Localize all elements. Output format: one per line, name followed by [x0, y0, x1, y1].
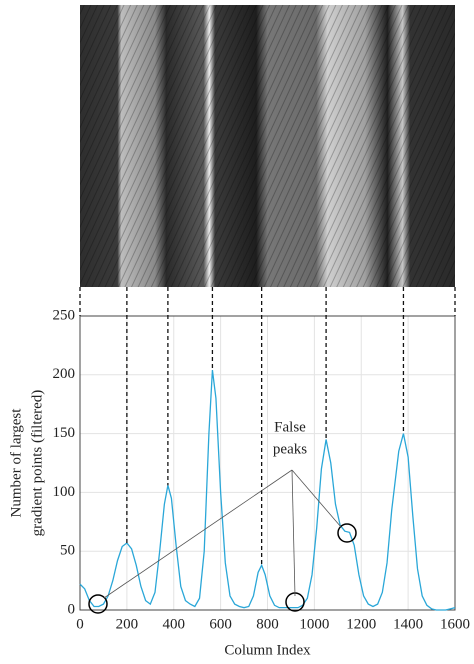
- x-tick-label: 400: [163, 616, 186, 632]
- y-axis-label: gradient points (filtered): [29, 390, 45, 537]
- y-tick-label: 150: [53, 425, 76, 441]
- y-axis-label: Number of largest: [8, 408, 24, 518]
- y-tick-label: 250: [53, 307, 76, 323]
- annotation-arrow: [103, 469, 293, 599]
- y-tick-label: 200: [53, 366, 76, 382]
- annotation-arrow: [291, 469, 296, 597]
- y-tick-label: 0: [68, 601, 76, 617]
- x-tick-label: 0: [76, 616, 84, 632]
- plot-frame: [79, 315, 456, 611]
- x-tick-label: 1600: [440, 616, 470, 632]
- data-line: [79, 370, 456, 611]
- x-tick-label: 1000: [299, 616, 329, 632]
- annotation-circle: [88, 594, 108, 614]
- annotation-text: peaks: [273, 441, 307, 457]
- surface-image: [80, 5, 455, 287]
- x-axis-label: Column Index: [224, 642, 311, 658]
- x-tick-label: 200: [116, 616, 139, 632]
- annotation-arrow: [291, 469, 342, 528]
- y-tick-label: 50: [60, 543, 75, 559]
- x-tick-label: 600: [209, 616, 232, 632]
- x-tick-label: 1400: [393, 616, 423, 632]
- x-tick-label: 800: [256, 616, 279, 632]
- annotation-text: False: [274, 419, 306, 435]
- plot: 0 50 100 150 200 250 0 200 400 600 800 1000 1200 1400…: [8, 287, 470, 658]
- x-tick-label: 1200: [346, 616, 376, 632]
- y-tick-label: 100: [53, 484, 76, 500]
- annotation-circle: [337, 523, 357, 543]
